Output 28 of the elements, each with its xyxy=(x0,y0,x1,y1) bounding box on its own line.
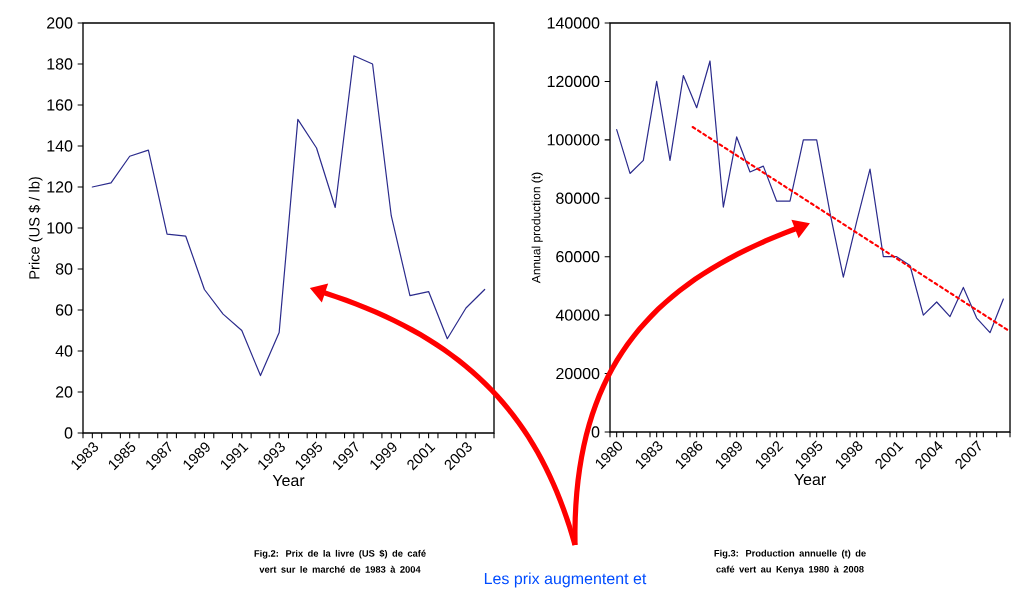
y-tick-label: 0 xyxy=(591,426,600,438)
line-series xyxy=(91,55,486,377)
y-tick-label: 140000 xyxy=(547,17,600,29)
y-tick-label: 80 xyxy=(55,263,73,275)
caption: Fig.3: Production annuelle (t) de café vert au Kenya 1980 à 2008 xyxy=(714,549,866,575)
y-tick-label: 0 xyxy=(64,427,73,439)
y-tick-label: 120000 xyxy=(547,75,600,88)
y-axis-title: Annual production (t) xyxy=(531,172,543,284)
y-tick-label: 20000 xyxy=(556,367,600,380)
line-series xyxy=(616,60,1004,334)
y-tick-label: 40 xyxy=(55,345,73,357)
y-tick-label: 120 xyxy=(47,181,73,193)
y-tick-label: 60 xyxy=(55,304,73,316)
y-tick-label: 100 xyxy=(47,222,73,234)
y-tick-label: 20 xyxy=(55,386,73,398)
x-axis-title: Year xyxy=(272,474,305,487)
y-tick-label: 40000 xyxy=(555,309,600,321)
y-tick-label: 180 xyxy=(47,58,73,70)
text: Les prix augmentent et xyxy=(484,572,647,588)
y-tick-label: 60000 xyxy=(556,251,600,263)
y-axis-title: Price (US $ / lb) xyxy=(28,177,43,279)
y-tick-label: 140 xyxy=(47,140,73,152)
y-tick-label: 160 xyxy=(47,99,73,111)
y-tick-label: 80000 xyxy=(556,192,600,204)
y-tick-label: 100000 xyxy=(547,134,600,146)
caption: Fig.2: Prix de la livre (US $) de café vert sur le marché de 1983 à 2004 xyxy=(254,549,426,573)
x-axis-title: Year xyxy=(794,473,826,486)
y-tick-label: 200 xyxy=(47,17,73,29)
